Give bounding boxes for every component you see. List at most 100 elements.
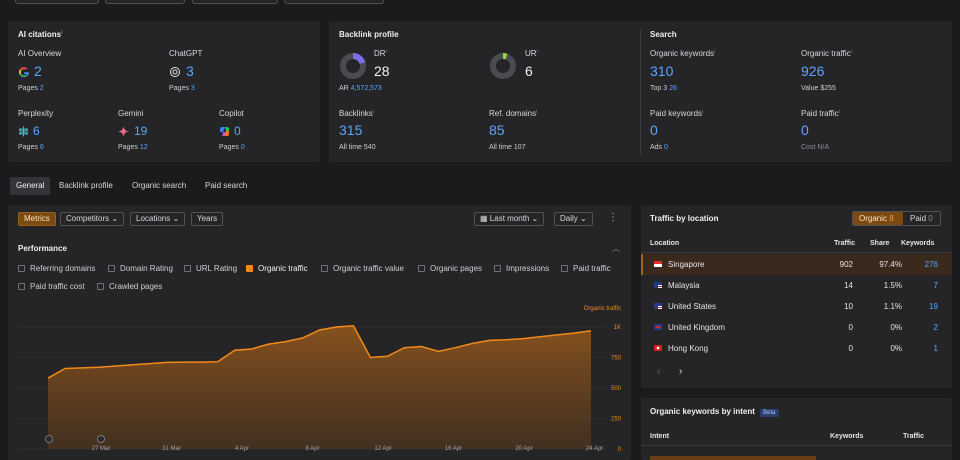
paid-toggle-button[interactable]: Paid 0 (910, 214, 933, 223)
chevron-down-icon: ⌄ (111, 214, 119, 223)
organic-keywords-value[interactable]: 310 (650, 63, 674, 79)
traffic-cell: 14 (844, 281, 853, 290)
top3-stat: Top 3 26 (650, 85, 677, 92)
checkbox-paid-traffic-cost[interactable]: Paid traffic cost (18, 282, 85, 291)
next-page-icon[interactable]: › (679, 366, 683, 377)
perplexity-value[interactable]: 6 (33, 124, 40, 138)
ai-overview-value[interactable]: 2 (34, 63, 42, 79)
col-intent-traffic[interactable]: Traffic (903, 433, 925, 440)
metrics-button[interactable]: Metrics (18, 212, 56, 226)
table-row[interactable]: United States 10 1.1% 19 (641, 296, 952, 317)
col-share[interactable]: Share (870, 240, 890, 247)
flag-us-icon (654, 303, 662, 309)
share-cell: 97.4% (879, 260, 902, 269)
top-filter-button-2[interactable] (105, 0, 185, 4)
copilot-pages: Pages 0 (219, 144, 245, 151)
table-row[interactable]: Singapore 902 97.4% 276 (641, 254, 952, 275)
ads-stat: Ads 0 (650, 144, 668, 151)
panel-divider (640, 29, 641, 155)
chatgpt-value[interactable]: 3 (186, 63, 194, 79)
ai-overview-pages-link[interactable]: 2 (39, 85, 44, 92)
checkbox-organic-traffic[interactable]: Organic traffic (246, 264, 308, 273)
share-cell: 0% (890, 344, 902, 353)
checkbox-organic-pages[interactable]: Organic pages (418, 264, 482, 273)
organic-keywords-label: Organic keywordsi (650, 49, 716, 58)
x-tick-label: 27 Mar (92, 446, 111, 452)
keywords-cell[interactable]: 19 (929, 302, 938, 311)
table-row[interactable]: Malaysia 14 1.5% 7 (641, 275, 952, 296)
chart-series-label: Organic traffic (584, 306, 621, 312)
col-intent[interactable]: Intent (650, 433, 670, 440)
tab-backlink-profile[interactable]: Backlink profile (59, 181, 113, 190)
location-cell: Malaysia (654, 281, 700, 290)
keywords-cell[interactable]: 2 (933, 323, 938, 332)
col-intent-keywords[interactable]: Keywords (830, 433, 864, 440)
intent-panel (641, 398, 952, 460)
dr-donut (340, 53, 366, 79)
y-tick-label: 750 (611, 356, 622, 362)
paid-keywords-label: Paid keywordsi (650, 109, 704, 118)
x-tick-label: 20 Apr (515, 446, 532, 452)
copilot-pages-link[interactable]: 0 (240, 144, 245, 151)
col-location[interactable]: Location (650, 240, 680, 247)
table-row[interactable]: United Kingdom 0 0% 2 (641, 317, 952, 338)
top-filter-button-4[interactable] (284, 0, 384, 4)
search-title: Search (650, 30, 677, 39)
tab-general[interactable]: General (10, 177, 51, 195)
checkbox-referring-domains[interactable]: Referring domains (18, 264, 95, 273)
ar-value-link[interactable]: 4,572,573 (350, 85, 382, 92)
organic-traffic-area (48, 325, 591, 449)
checkbox-impressions[interactable]: Impressions (494, 264, 549, 273)
copilot-label: Copilot (219, 109, 244, 118)
y-tick-label: 1K (614, 325, 621, 331)
chatgpt-icon (170, 67, 180, 77)
more-options-icon[interactable]: ⋮ (608, 212, 618, 223)
organic-traffic-line (47, 325, 592, 379)
gemini-value[interactable]: 19 (134, 124, 148, 138)
refdomains-value[interactable]: 85 (489, 122, 505, 138)
traffic-value-stat: Value $255 (801, 85, 836, 92)
performance-title: Performance (18, 244, 67, 253)
competitors-dropdown[interactable]: Competitors ⌄ (60, 212, 125, 226)
checkbox-organic-traffic-value[interactable]: Organic traffic value (321, 264, 404, 273)
y-tick-label: 500 (611, 386, 622, 392)
traffic-cell: 0 (848, 323, 853, 332)
copilot-value[interactable]: 0 (234, 124, 241, 138)
location-cell: United States (654, 302, 716, 311)
intent-title: Organic keywords by intent Beta (650, 407, 779, 417)
daily-dropdown[interactable]: Daily ⌄ (554, 212, 593, 226)
checkbox-crawled-pages[interactable]: Crawled pages (97, 282, 162, 291)
keywords-cell[interactable]: 7 (933, 281, 938, 290)
share-cell: 1.5% (883, 281, 902, 290)
organic-toggle-button[interactable]: Organic 8 (853, 212, 903, 225)
top3-link[interactable]: 26 (669, 85, 677, 92)
checkbox-paid-traffic[interactable]: Paid traffic (561, 264, 611, 273)
col-keywords[interactable]: Keywords (901, 240, 935, 247)
gemini-pages-link[interactable]: 12 (139, 144, 148, 151)
checkbox-domain-rating[interactable]: Domain Rating (108, 264, 173, 273)
perplexity-pages-link[interactable]: 6 (39, 144, 44, 151)
ads-link[interactable]: 0 (664, 144, 668, 151)
ai-overview-pages: Pages 2 (18, 85, 44, 92)
backlinks-value[interactable]: 315 (339, 122, 363, 138)
share-cell: 1.1% (883, 302, 902, 311)
checkbox-url-rating[interactable]: URL Rating (184, 264, 237, 273)
paid-keywords-value[interactable]: 0 (650, 122, 658, 138)
collapse-chevron-icon[interactable]: ︿ (612, 244, 620, 253)
prev-page-icon[interactable]: ‹ (657, 366, 661, 377)
last-month-dropdown[interactable]: ▦ Last month ⌄ (474, 212, 545, 226)
table-row[interactable]: Hong Kong 0 0% 1 (641, 338, 952, 359)
tab-organic-search[interactable]: Organic search (132, 181, 187, 190)
keywords-cell[interactable]: 276 (924, 260, 938, 269)
paid-traffic-value[interactable]: 0 (801, 122, 809, 138)
chatgpt-pages-link[interactable]: 3 (190, 85, 195, 92)
organic-traffic-value[interactable]: 926 (801, 63, 825, 79)
top-filter-button-1[interactable] (15, 0, 99, 4)
top-filter-button-3[interactable] (192, 0, 278, 4)
years-button[interactable]: Years (191, 212, 224, 226)
keywords-cell[interactable]: 1 (933, 344, 938, 353)
chatgpt-pages: Pages 3 (169, 85, 195, 92)
col-traffic[interactable]: Traffic (834, 240, 856, 247)
tab-paid-search[interactable]: Paid search (205, 181, 248, 190)
locations-dropdown[interactable]: Locations ⌄ (130, 212, 186, 226)
